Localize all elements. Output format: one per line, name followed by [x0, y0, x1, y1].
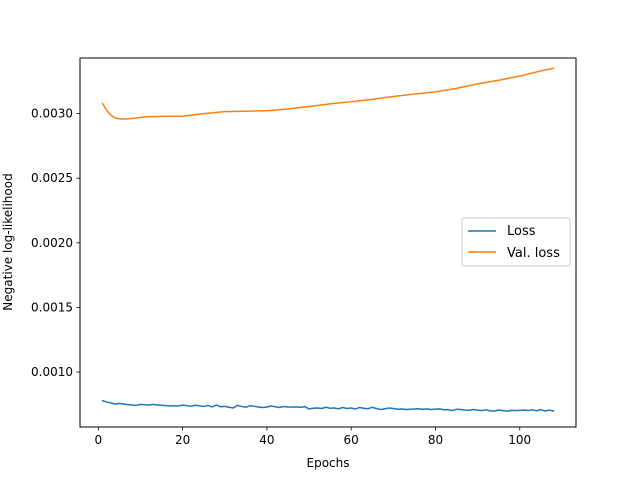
x-tick-label: 80 — [428, 433, 443, 447]
series-line-loss — [101, 399, 555, 413]
x-tick-label: 40 — [259, 433, 274, 447]
y-tick-label: 0.0015 — [31, 300, 73, 314]
plot-lines — [101, 67, 555, 413]
y-axis-label: Negative log-likelihood — [1, 173, 15, 310]
legend-label-val-loss: Val. loss — [507, 246, 560, 261]
x-tick-label: 0 — [95, 433, 103, 447]
y-axis: 0.0010 0.0015 0.0020 0.0025 0.0030 — [31, 107, 80, 379]
y-tick-label: 0.0010 — [31, 365, 73, 379]
y-tick-label: 0.0030 — [31, 107, 73, 121]
y-tick-label: 0.0020 — [31, 236, 73, 250]
legend-box — [461, 217, 571, 267]
x-tick-label: 20 — [175, 433, 190, 447]
y-tick-label: 0.0025 — [31, 171, 73, 185]
legend-label-loss: Loss — [507, 224, 536, 239]
legend: Loss Val. loss — [461, 217, 571, 267]
series-line-val-loss — [101, 67, 555, 120]
x-tick-label: 60 — [344, 433, 359, 447]
x-axis: 0 20 40 60 80 100 — [95, 427, 531, 447]
x-axis-label: Epochs — [307, 456, 350, 470]
x-tick-label: 100 — [508, 433, 531, 447]
